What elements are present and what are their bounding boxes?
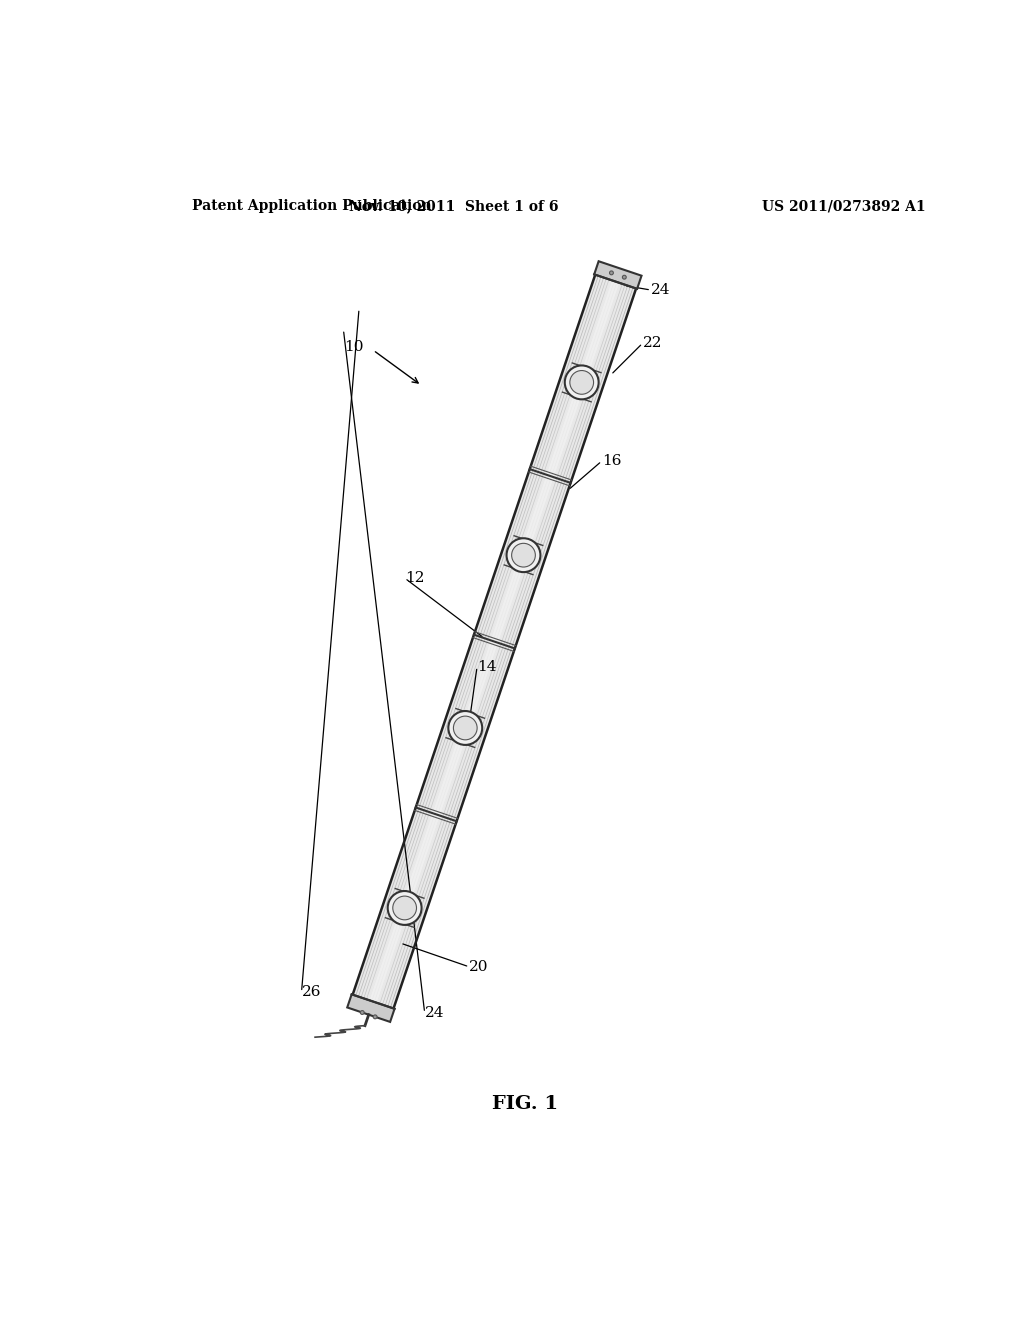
Text: 12: 12	[404, 572, 424, 585]
Text: 26: 26	[301, 985, 321, 999]
Text: 22: 22	[643, 337, 663, 350]
Circle shape	[512, 544, 536, 568]
Text: 20: 20	[469, 960, 488, 974]
Circle shape	[609, 271, 613, 275]
Text: Patent Application Publication: Patent Application Publication	[193, 199, 432, 213]
Text: FIG. 1: FIG. 1	[492, 1096, 558, 1113]
Text: 24: 24	[425, 1006, 444, 1020]
Polygon shape	[594, 261, 642, 289]
Text: 16: 16	[602, 454, 622, 469]
Polygon shape	[352, 275, 636, 1008]
Circle shape	[388, 891, 422, 925]
Circle shape	[360, 1011, 365, 1015]
Circle shape	[507, 539, 541, 572]
Circle shape	[373, 1015, 377, 1019]
Text: 10: 10	[344, 341, 364, 354]
Text: Nov. 10, 2011  Sheet 1 of 6: Nov. 10, 2011 Sheet 1 of 6	[349, 199, 559, 213]
Circle shape	[623, 276, 627, 279]
Circle shape	[449, 711, 482, 744]
Polygon shape	[347, 994, 394, 1022]
Text: US 2011/0273892 A1: US 2011/0273892 A1	[762, 199, 926, 213]
Circle shape	[393, 896, 417, 920]
Circle shape	[569, 371, 594, 395]
Text: 14: 14	[477, 660, 497, 673]
Text: 24: 24	[651, 282, 671, 297]
Circle shape	[565, 366, 599, 400]
Circle shape	[454, 717, 477, 739]
